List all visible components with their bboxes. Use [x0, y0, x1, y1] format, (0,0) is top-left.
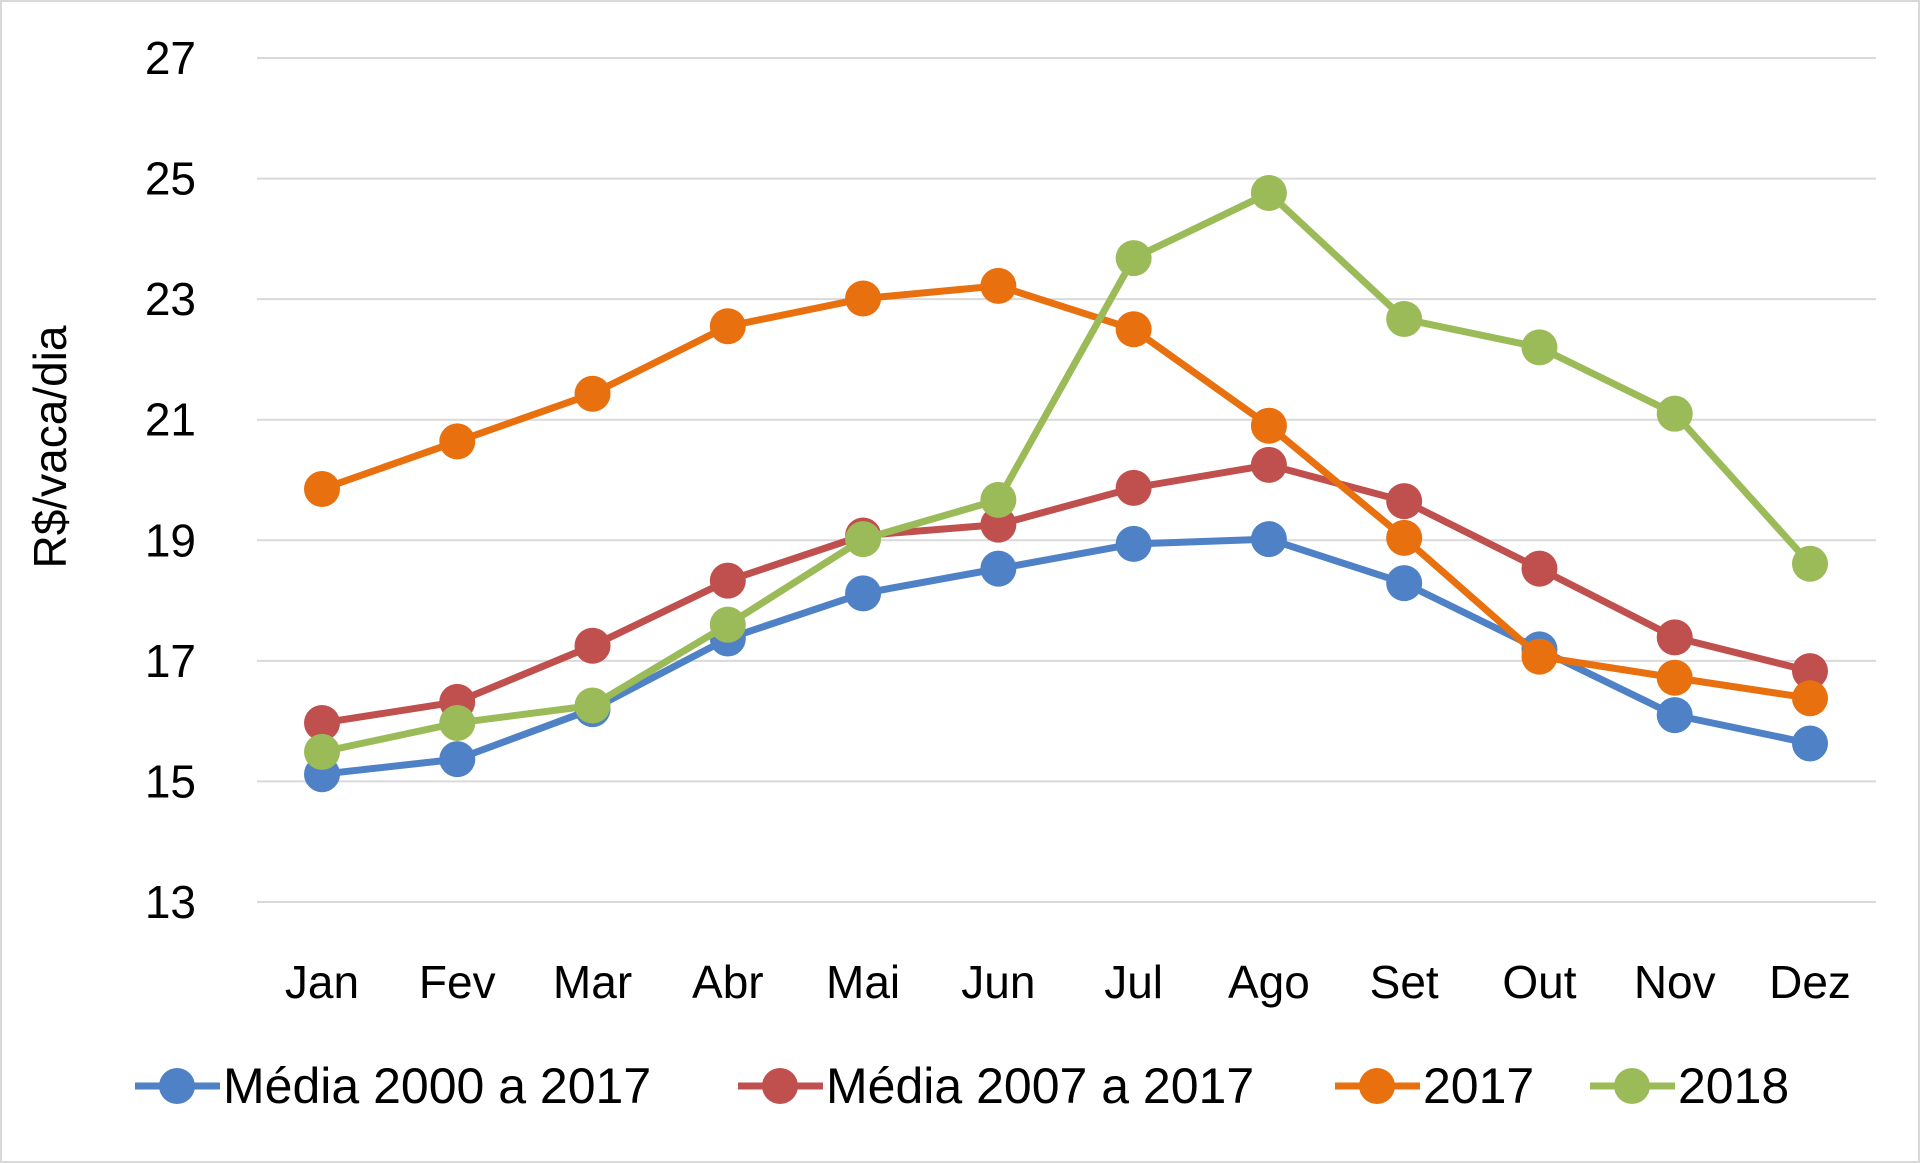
x-tick-label: Jan [285, 956, 359, 1008]
y-tick-label: 19 [145, 514, 196, 566]
data-point [1250, 521, 1287, 558]
data-point [574, 627, 611, 664]
x-tick-label: Abr [692, 956, 764, 1008]
x-tick-label: Set [1370, 956, 1439, 1008]
x-tick-label: Ago [1228, 956, 1310, 1008]
data-point [845, 280, 882, 317]
legend-item: 2018 [1590, 1058, 1789, 1114]
y-tick-label: 25 [145, 153, 196, 205]
x-tick-label: Jun [961, 956, 1035, 1008]
data-point [439, 423, 476, 460]
data-point [980, 506, 1017, 543]
data-point [980, 267, 1017, 304]
data-point [1115, 525, 1152, 562]
y-axis-label: R$/vaca/dia [24, 325, 76, 568]
x-tick-label: Mai [826, 956, 900, 1008]
x-tick-label: Fev [419, 956, 496, 1008]
data-point [1792, 680, 1828, 717]
y-axis-ticks: 13 15 17 19 21 23 25 27 [145, 32, 196, 928]
data-point [1656, 659, 1693, 696]
y-tick-label: 17 [145, 635, 196, 687]
data-point [1792, 545, 1828, 582]
data-point [980, 481, 1017, 518]
legend: Média 2000 a 2017 Média 2007 a 2017 2017 20… [135, 1058, 1789, 1114]
legend-marker [1359, 1068, 1395, 1104]
legend-label: 2017 [1423, 1058, 1534, 1114]
x-axis-ticks: Jan Fev Mar Abr Mai Jun Jul Ago Set Out Nov Dez [285, 956, 1851, 1008]
y-tick-label: 21 [145, 394, 196, 446]
x-tick-label: Jul [1104, 956, 1163, 1008]
legend-item: 2017 [1335, 1058, 1534, 1114]
series-line [321, 189, 1813, 756]
data-point [709, 308, 746, 345]
data-point [1386, 301, 1423, 338]
data-point [709, 562, 746, 599]
data-point [1656, 619, 1693, 656]
data-point [1115, 469, 1152, 506]
data-point [304, 704, 340, 741]
data-point [1250, 446, 1287, 483]
y-tick-label: 13 [145, 876, 196, 928]
series-1 [304, 446, 1828, 741]
data-point [1792, 653, 1828, 690]
x-tick-label: Nov [1634, 956, 1716, 1008]
data-point [709, 606, 746, 643]
data-point [1521, 638, 1558, 675]
data-point [1521, 550, 1558, 587]
data-point [845, 521, 882, 558]
legend-marker [1614, 1068, 1650, 1104]
series-3 [304, 175, 1828, 770]
data-point [1656, 395, 1693, 432]
data-point [1656, 697, 1693, 734]
legend-label: Média 2000 a 2017 [223, 1058, 651, 1114]
series-line [321, 461, 1811, 727]
legend-label: 2018 [1678, 1058, 1789, 1114]
y-tick-label: 15 [145, 755, 196, 807]
data-point [1386, 565, 1423, 602]
legend-marker [762, 1068, 798, 1104]
legend-marker [159, 1068, 195, 1104]
data-point [304, 471, 340, 508]
data-point [845, 575, 882, 612]
x-tick-label: Out [1502, 956, 1576, 1008]
series-2 [304, 267, 1828, 717]
y-tick-label: 27 [145, 32, 196, 84]
x-tick-label: Mar [553, 956, 632, 1008]
data-point [439, 704, 476, 741]
legend-label: Média 2007 a 2017 [826, 1058, 1254, 1114]
data-point [1386, 483, 1423, 520]
series-line [320, 282, 1811, 702]
data-point [1792, 725, 1828, 762]
data-point [304, 733, 340, 770]
data-point [1115, 311, 1152, 348]
data-point [1250, 407, 1287, 444]
legend-item: Média 2007 a 2017 [738, 1058, 1254, 1114]
data-point [574, 375, 611, 412]
x-tick-label: Dez [1769, 956, 1851, 1008]
data-point [1386, 519, 1423, 556]
data-point [439, 741, 476, 778]
data-point [1250, 175, 1287, 212]
data-point [980, 550, 1017, 587]
legend-item: Média 2000 a 2017 [135, 1058, 651, 1114]
y-tick-label: 23 [145, 273, 196, 325]
series-group [304, 175, 1828, 793]
data-point [1521, 329, 1558, 366]
data-point [574, 687, 611, 724]
data-point [1115, 240, 1152, 277]
